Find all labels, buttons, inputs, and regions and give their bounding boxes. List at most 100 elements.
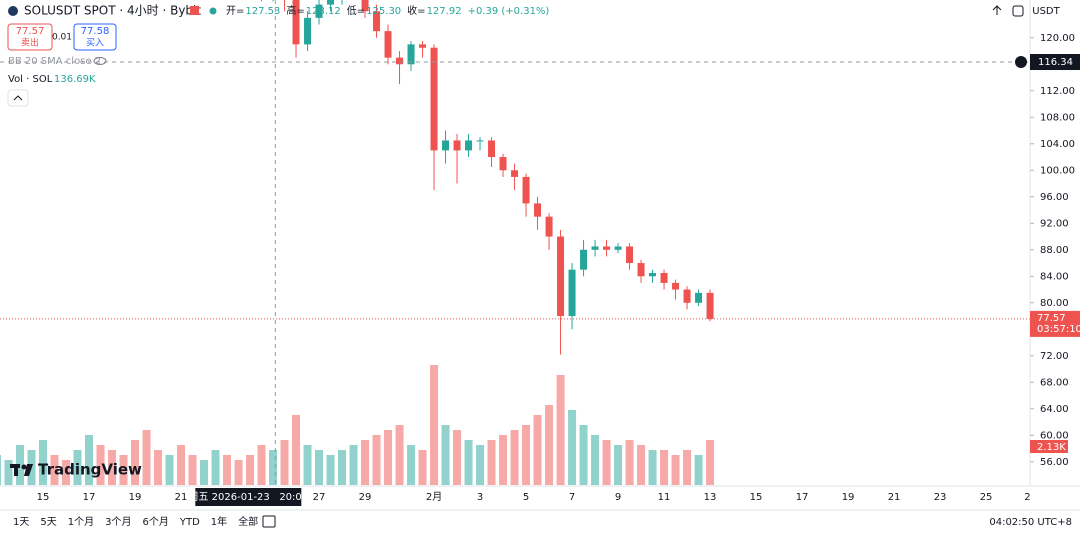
volume-bar bbox=[637, 445, 646, 485]
ohlc-label: 高= bbox=[286, 4, 304, 17]
x-tick-label: 11 bbox=[658, 492, 671, 503]
x-tick-label: 25 bbox=[980, 492, 993, 503]
volume-bar bbox=[315, 450, 324, 485]
ohlc-label: 收= bbox=[407, 4, 425, 17]
buy-price: 77.58 bbox=[81, 26, 110, 37]
add-alert[interactable] bbox=[1015, 56, 1027, 69]
toolbar: 1天 5天 1个月 3个月 6个月 YTD 1年 全部 bbox=[13, 515, 258, 528]
candle-body bbox=[488, 140, 496, 158]
candle-body bbox=[603, 246, 611, 250]
last-price-badge bbox=[1030, 310, 1080, 337]
candle-body bbox=[557, 236, 565, 317]
volume-bar bbox=[648, 450, 657, 485]
clock: 04:02:50 UTC+8 bbox=[989, 517, 1072, 528]
fullscreen-icon[interactable] bbox=[1012, 5, 1024, 17]
range-button[interactable]: 5天 bbox=[40, 517, 56, 528]
candle-body bbox=[327, 0, 335, 5]
y-tick-label: 80.00 bbox=[1040, 298, 1069, 309]
volume-bar bbox=[453, 430, 462, 485]
volume-bar bbox=[430, 365, 439, 485]
candle-body bbox=[683, 289, 691, 303]
range-button[interactable]: 1年 bbox=[211, 515, 227, 528]
x-tick-label: 21 bbox=[175, 492, 188, 503]
currency[interactable]: USDT bbox=[1032, 6, 1060, 17]
volume-bar bbox=[223, 455, 232, 485]
candle-body bbox=[499, 157, 507, 171]
x-tick-label: 9 bbox=[615, 492, 621, 503]
volume-bar bbox=[85, 435, 94, 485]
candle-body bbox=[292, 0, 300, 45]
eye-icon[interactable] bbox=[93, 57, 107, 65]
calendar-icon[interactable] bbox=[262, 515, 276, 528]
status-dot bbox=[209, 7, 217, 15]
candle-body bbox=[695, 292, 703, 303]
range-button[interactable]: 1天 bbox=[13, 517, 29, 528]
candle-body bbox=[545, 216, 553, 237]
volume-bar bbox=[625, 440, 634, 485]
volume-bar bbox=[441, 425, 450, 485]
candle-body bbox=[511, 170, 519, 177]
candle-body bbox=[626, 246, 634, 264]
range-button[interactable]: 3个月 bbox=[105, 516, 131, 528]
x-tick-label: 19 bbox=[842, 492, 855, 503]
volume-bar bbox=[326, 455, 335, 485]
volume-bar bbox=[142, 430, 151, 485]
candle-body bbox=[384, 31, 392, 58]
range-button[interactable]: 6个月 bbox=[143, 516, 169, 528]
range-button[interactable]: YTD bbox=[179, 517, 200, 528]
ohlc-label: 开= bbox=[226, 6, 244, 17]
up-icon[interactable] bbox=[992, 5, 1002, 15]
x-tick-label: 3 bbox=[477, 492, 483, 503]
candle-body bbox=[706, 292, 714, 319]
y-tick-label: 92.00 bbox=[1040, 218, 1069, 229]
ohlc-value: 128.12 bbox=[306, 6, 341, 17]
sell-button[interactable] bbox=[7, 23, 53, 51]
candle-body bbox=[419, 44, 427, 48]
x-tick-label: 2月 bbox=[426, 491, 442, 503]
volume-bar bbox=[372, 435, 381, 485]
volume-bar bbox=[165, 455, 174, 485]
buy-button[interactable] bbox=[73, 23, 117, 51]
y-tick-label: 84.00 bbox=[1040, 271, 1069, 282]
x-tick-label: 13 bbox=[704, 492, 717, 503]
x-tick-label: 15 bbox=[37, 492, 50, 503]
volume-bar bbox=[303, 445, 312, 485]
flag-icon bbox=[190, 6, 199, 15]
volume-bar bbox=[395, 425, 404, 485]
volume-bar bbox=[292, 415, 301, 485]
volume-bar bbox=[50, 455, 59, 485]
change: +0.39 (+0.31%) bbox=[468, 6, 550, 17]
x-tick-label: 27 bbox=[313, 492, 326, 503]
volume-bar bbox=[476, 445, 485, 485]
volume-bar bbox=[108, 450, 117, 485]
volume-bar bbox=[234, 460, 243, 485]
collapse-button[interactable] bbox=[7, 89, 29, 107]
y-tick-label: 100.00 bbox=[1040, 165, 1075, 176]
candle-body bbox=[580, 249, 588, 270]
volume-badge bbox=[1030, 440, 1068, 453]
x-tick-label: 23 bbox=[934, 492, 947, 503]
volume-bar bbox=[280, 440, 289, 485]
ohlc-value: 127.92 bbox=[427, 6, 462, 17]
sell-price: 77.57 bbox=[16, 26, 45, 37]
volume-bar bbox=[188, 455, 197, 485]
candle-body bbox=[315, 4, 323, 18]
volume-bar bbox=[200, 460, 209, 485]
volume-bar bbox=[96, 445, 105, 485]
volume-bar bbox=[211, 450, 220, 485]
volume-bar bbox=[269, 450, 278, 485]
candle-body bbox=[476, 140, 484, 142]
candle-body bbox=[465, 140, 473, 151]
range-button[interactable]: 1个月 bbox=[68, 516, 94, 528]
countdown: 03:57:10 bbox=[1037, 324, 1080, 335]
volume-bar bbox=[464, 440, 473, 485]
candle-body bbox=[534, 203, 542, 217]
candle-body bbox=[614, 246, 622, 250]
ohlc: 开= 127.53 高= 128.12 低= 125.30 收= 127.92 +0.39 (+… bbox=[226, 4, 549, 17]
y-tick-label: 60.00 bbox=[1040, 430, 1069, 441]
y-tick-label: 104.00 bbox=[1040, 139, 1075, 150]
volume-bar bbox=[257, 445, 266, 485]
ohlc-value: 127.53 bbox=[245, 6, 280, 17]
range-button[interactable]: 全部 bbox=[238, 515, 258, 528]
volume-bar bbox=[0, 455, 2, 485]
